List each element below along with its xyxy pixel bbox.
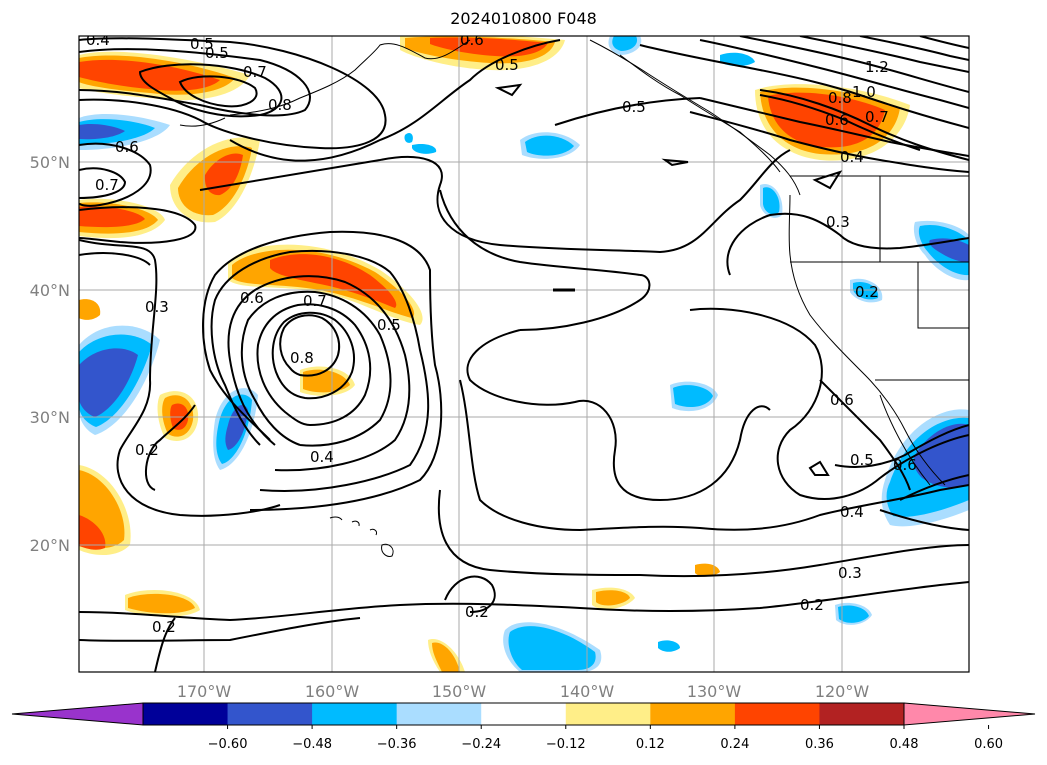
contour-label: 0.4 bbox=[840, 148, 864, 166]
latitude-label: 40°N bbox=[30, 281, 70, 300]
latitude-label: 20°N bbox=[30, 536, 70, 555]
colorbar-tick-label: −0.48 bbox=[292, 737, 332, 752]
colorbar-extension-high bbox=[903, 702, 1036, 726]
contour-label: 0.8 bbox=[268, 96, 292, 114]
longitude-label: 160°W bbox=[305, 682, 360, 701]
map-frame bbox=[78, 35, 970, 673]
contour-labels: 0.5 0.4 0.5 0.6 0.7 0.8 0.6 0.7 0.5 0.5 … bbox=[86, 31, 917, 636]
longitude-label: 120°W bbox=[815, 682, 870, 701]
colorbar-segment bbox=[143, 703, 229, 725]
contour-label: 0.6 bbox=[893, 456, 917, 474]
colorbar-tick-label: −0.24 bbox=[461, 737, 501, 752]
contour-label: 0.2 bbox=[465, 603, 489, 621]
colorbar-segment bbox=[396, 703, 482, 725]
colorbar-tick-label: 0.60 bbox=[974, 737, 1003, 752]
contour-label: 0.6 bbox=[830, 391, 854, 409]
coastlines bbox=[179, 39, 969, 557]
contour-label: 0.7 bbox=[243, 63, 267, 81]
contour-label: 0.5 bbox=[850, 451, 874, 469]
contour-label: 1.2 bbox=[865, 58, 889, 76]
longitude-label: 140°W bbox=[560, 682, 615, 701]
contour-label: 0.2 bbox=[800, 596, 824, 614]
colorbar: −0.60 −0.48 −0.36 −0.24 −0.12 0.12 0.24 0.36 0.4… bbox=[11, 702, 1036, 752]
contour-label: 0.6 bbox=[825, 111, 849, 129]
contour-label: 0.6 bbox=[460, 31, 484, 49]
contour-label: 0.2 bbox=[135, 441, 159, 459]
colorbar-segment bbox=[227, 703, 313, 725]
contour-label: 0.8 bbox=[828, 89, 852, 107]
contour-label: 0.4 bbox=[86, 31, 110, 49]
contour-label: 1.0 bbox=[852, 83, 876, 101]
colorbar-segments bbox=[143, 703, 905, 725]
colorbar-tick-label: 0.48 bbox=[890, 737, 919, 752]
contour-label: 0.6 bbox=[240, 289, 264, 307]
contour-label: 0.5 bbox=[190, 35, 214, 53]
contour-label: 0.8 bbox=[290, 349, 314, 367]
map-title: 2024010800 F048 bbox=[450, 9, 597, 28]
longitude-labels: 170°W 160°W 150°W 140°W 130°W 120°W bbox=[177, 682, 870, 701]
colorbar-extension-low bbox=[11, 702, 144, 726]
latitude-label: 30°N bbox=[30, 408, 70, 427]
contour-label: 0.3 bbox=[838, 564, 862, 582]
colorbar-segment bbox=[312, 703, 398, 725]
contour-label: 0.6 bbox=[115, 138, 139, 156]
contour-label: 0.2 bbox=[855, 283, 879, 301]
colorbar-tick-label: 0.36 bbox=[805, 737, 834, 752]
colorbar-segment bbox=[481, 703, 567, 725]
longitude-label: 130°W bbox=[687, 682, 742, 701]
colorbar-segment bbox=[565, 703, 651, 725]
colorbar-segment bbox=[819, 703, 905, 725]
colorbar-tick-label: 0.12 bbox=[636, 737, 665, 752]
longitude-label: 170°W bbox=[177, 682, 232, 701]
contour-label: 0.7 bbox=[303, 292, 327, 310]
latitude-label: 50°N bbox=[30, 153, 70, 172]
contour-label: 0.5 bbox=[495, 56, 519, 74]
contour-label: 0.2 bbox=[152, 618, 176, 636]
contour-label: 0.4 bbox=[310, 448, 334, 466]
graticule bbox=[79, 36, 969, 672]
map-panel: 0.5 0.4 0.5 0.6 0.7 0.8 0.6 0.7 0.5 0.5 … bbox=[79, 31, 969, 672]
contour-label: 0.4 bbox=[840, 503, 864, 521]
contour-label: 0.5 bbox=[377, 316, 401, 334]
contour-label: 0.3 bbox=[826, 213, 850, 231]
colorbar-segment bbox=[734, 703, 820, 725]
contour-lines bbox=[79, 36, 969, 672]
colorbar-tick-label: −0.12 bbox=[546, 737, 586, 752]
latitude-labels: 50°N 40°N 30°N 20°N bbox=[30, 153, 70, 555]
contour-label: 0.3 bbox=[145, 298, 169, 316]
colorbar-tick-label: −0.60 bbox=[208, 737, 248, 752]
contour-label: 0.5 bbox=[205, 44, 229, 62]
contour-label: 0.7 bbox=[865, 108, 889, 126]
colorbar-segment bbox=[650, 703, 736, 725]
colorbar-tick-label: 0.24 bbox=[720, 737, 749, 752]
colorbar-tick-label: −0.36 bbox=[377, 737, 417, 752]
contour-label: 0.7 bbox=[95, 176, 119, 194]
colorbar-ticks: −0.60 −0.48 −0.36 −0.24 −0.12 0.12 0.24 0.36 0.4… bbox=[208, 725, 1003, 752]
contour-label: 0.5 bbox=[622, 98, 646, 116]
longitude-label: 150°W bbox=[432, 682, 487, 701]
